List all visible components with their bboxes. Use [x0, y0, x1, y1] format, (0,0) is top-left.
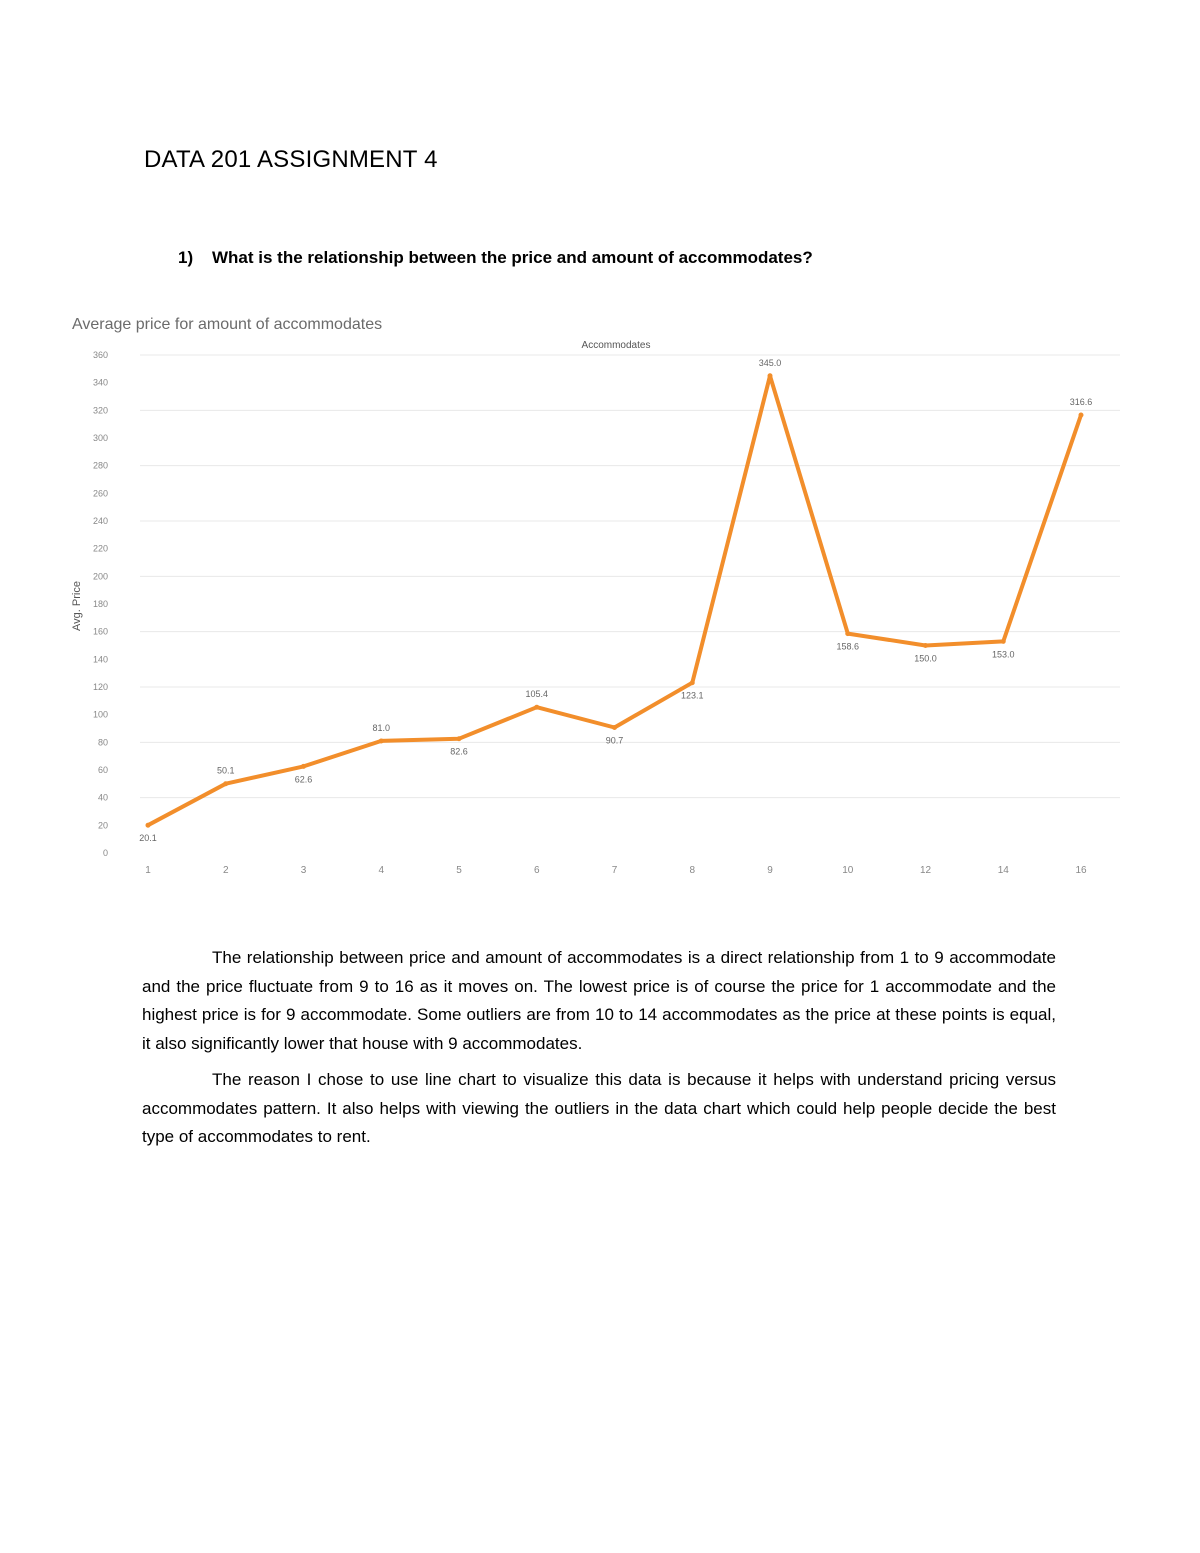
- question-number: 1): [178, 248, 194, 267]
- data-point: [1078, 412, 1084, 418]
- question-text: What is the relationship between the pri…: [212, 248, 813, 267]
- series-line: [146, 373, 1083, 828]
- document-title: DATA 201 ASSIGNMENT 4: [144, 146, 438, 173]
- y-tick-label: 80: [98, 737, 108, 747]
- data-label: 90.7: [606, 736, 624, 746]
- data-label: 345.0: [759, 358, 782, 368]
- data-label: 158.6: [836, 642, 859, 652]
- paragraph-2: The reason I chose to use line chart to …: [142, 1070, 1056, 1146]
- y-tick-label: 40: [98, 793, 108, 803]
- data-point: [223, 781, 229, 787]
- data-label: 20.1: [139, 833, 157, 843]
- data-point: [301, 763, 306, 769]
- data-point: [923, 643, 928, 648]
- data-label: 105.4: [525, 689, 548, 699]
- body-text: The relationship between price and amoun…: [142, 944, 1056, 1160]
- x-tick-label: 12: [920, 865, 932, 876]
- series-line-layer: [146, 373, 1083, 828]
- data-label: 81.0: [372, 723, 390, 733]
- x-tick-label: 5: [456, 865, 462, 876]
- y-tick-label: 360: [93, 350, 108, 360]
- paragraph-1: The relationship between price and amoun…: [142, 948, 1056, 1053]
- y-tick-label: 140: [93, 654, 108, 664]
- y-tick-label: 0: [103, 848, 108, 858]
- data-label: 62.6: [295, 774, 313, 784]
- data-point: [378, 738, 384, 744]
- data-label: 153.0: [992, 649, 1015, 659]
- data-label: 82.6: [450, 747, 468, 757]
- x-axis-ticks: 1 2 3 4 5 6 7 8 9 10 12 14 16: [145, 865, 1087, 876]
- y-tick-label: 320: [93, 405, 108, 415]
- data-point: [612, 725, 617, 731]
- data-label: 150.0: [914, 654, 937, 664]
- data-point: [767, 373, 773, 379]
- x-tick-label: 2: [223, 865, 229, 876]
- chart-title: Average price for amount of accommodates: [72, 316, 383, 333]
- y-tick-label: 220: [93, 544, 108, 554]
- data-label: 123.1: [681, 691, 704, 701]
- data-label: 316.6: [1070, 397, 1093, 407]
- data-point: [1000, 638, 1006, 644]
- x-tick-label: 4: [378, 865, 384, 876]
- x-tick-label: 10: [842, 865, 854, 876]
- y-tick-label: 100: [93, 710, 108, 720]
- x-tick-label: 14: [998, 865, 1010, 876]
- x-tick-label: 9: [767, 865, 773, 876]
- y-axis-title: Avg. Price: [71, 581, 83, 631]
- x-tick-label: 3: [301, 865, 307, 876]
- y-tick-label: 200: [93, 571, 108, 581]
- data-label-layer: 20.1 50.1 62.6 81.0 82.6 105.4 90.7 123.1 345.0 1…: [139, 358, 1092, 843]
- data-point: [689, 680, 695, 686]
- y-tick-label: 240: [93, 516, 108, 526]
- y-tick-label: 180: [93, 599, 108, 609]
- chart-canvas: 0 20 40 60 80 100 120 140 160 180 200 220 240 260 280 3…: [71, 340, 1120, 876]
- y-tick-label: 120: [93, 682, 108, 692]
- data-point: [145, 822, 151, 828]
- data-point: [456, 736, 462, 742]
- data-point: [534, 704, 540, 710]
- x-tick-label: 7: [612, 865, 618, 876]
- y-tick-label: 60: [98, 765, 108, 775]
- x-tick-label: 6: [534, 865, 540, 876]
- x-tick-label: 8: [689, 865, 695, 876]
- data-point-layer: [145, 373, 1084, 828]
- data-label: 50.1: [217, 766, 235, 776]
- data-point: [845, 631, 851, 637]
- y-tick-label: 280: [93, 461, 108, 471]
- y-tick-label: 20: [98, 820, 108, 830]
- y-tick-label: 260: [93, 488, 108, 498]
- x-tick-label: 1: [145, 865, 151, 876]
- x-axis-title: Accommodates: [582, 340, 651, 351]
- y-tick-label: 340: [93, 378, 108, 388]
- y-axis-ticks: 0 20 40 60 80 100 120 140 160 180 200 220 240 260 280 3…: [93, 350, 108, 858]
- x-tick-label: 16: [1075, 865, 1087, 876]
- y-tick-label: 160: [93, 627, 108, 637]
- y-tick-label: 300: [93, 433, 108, 443]
- line-chart: Average price for amount of accommodates…: [60, 308, 1140, 888]
- gridlines: [140, 354, 1120, 799]
